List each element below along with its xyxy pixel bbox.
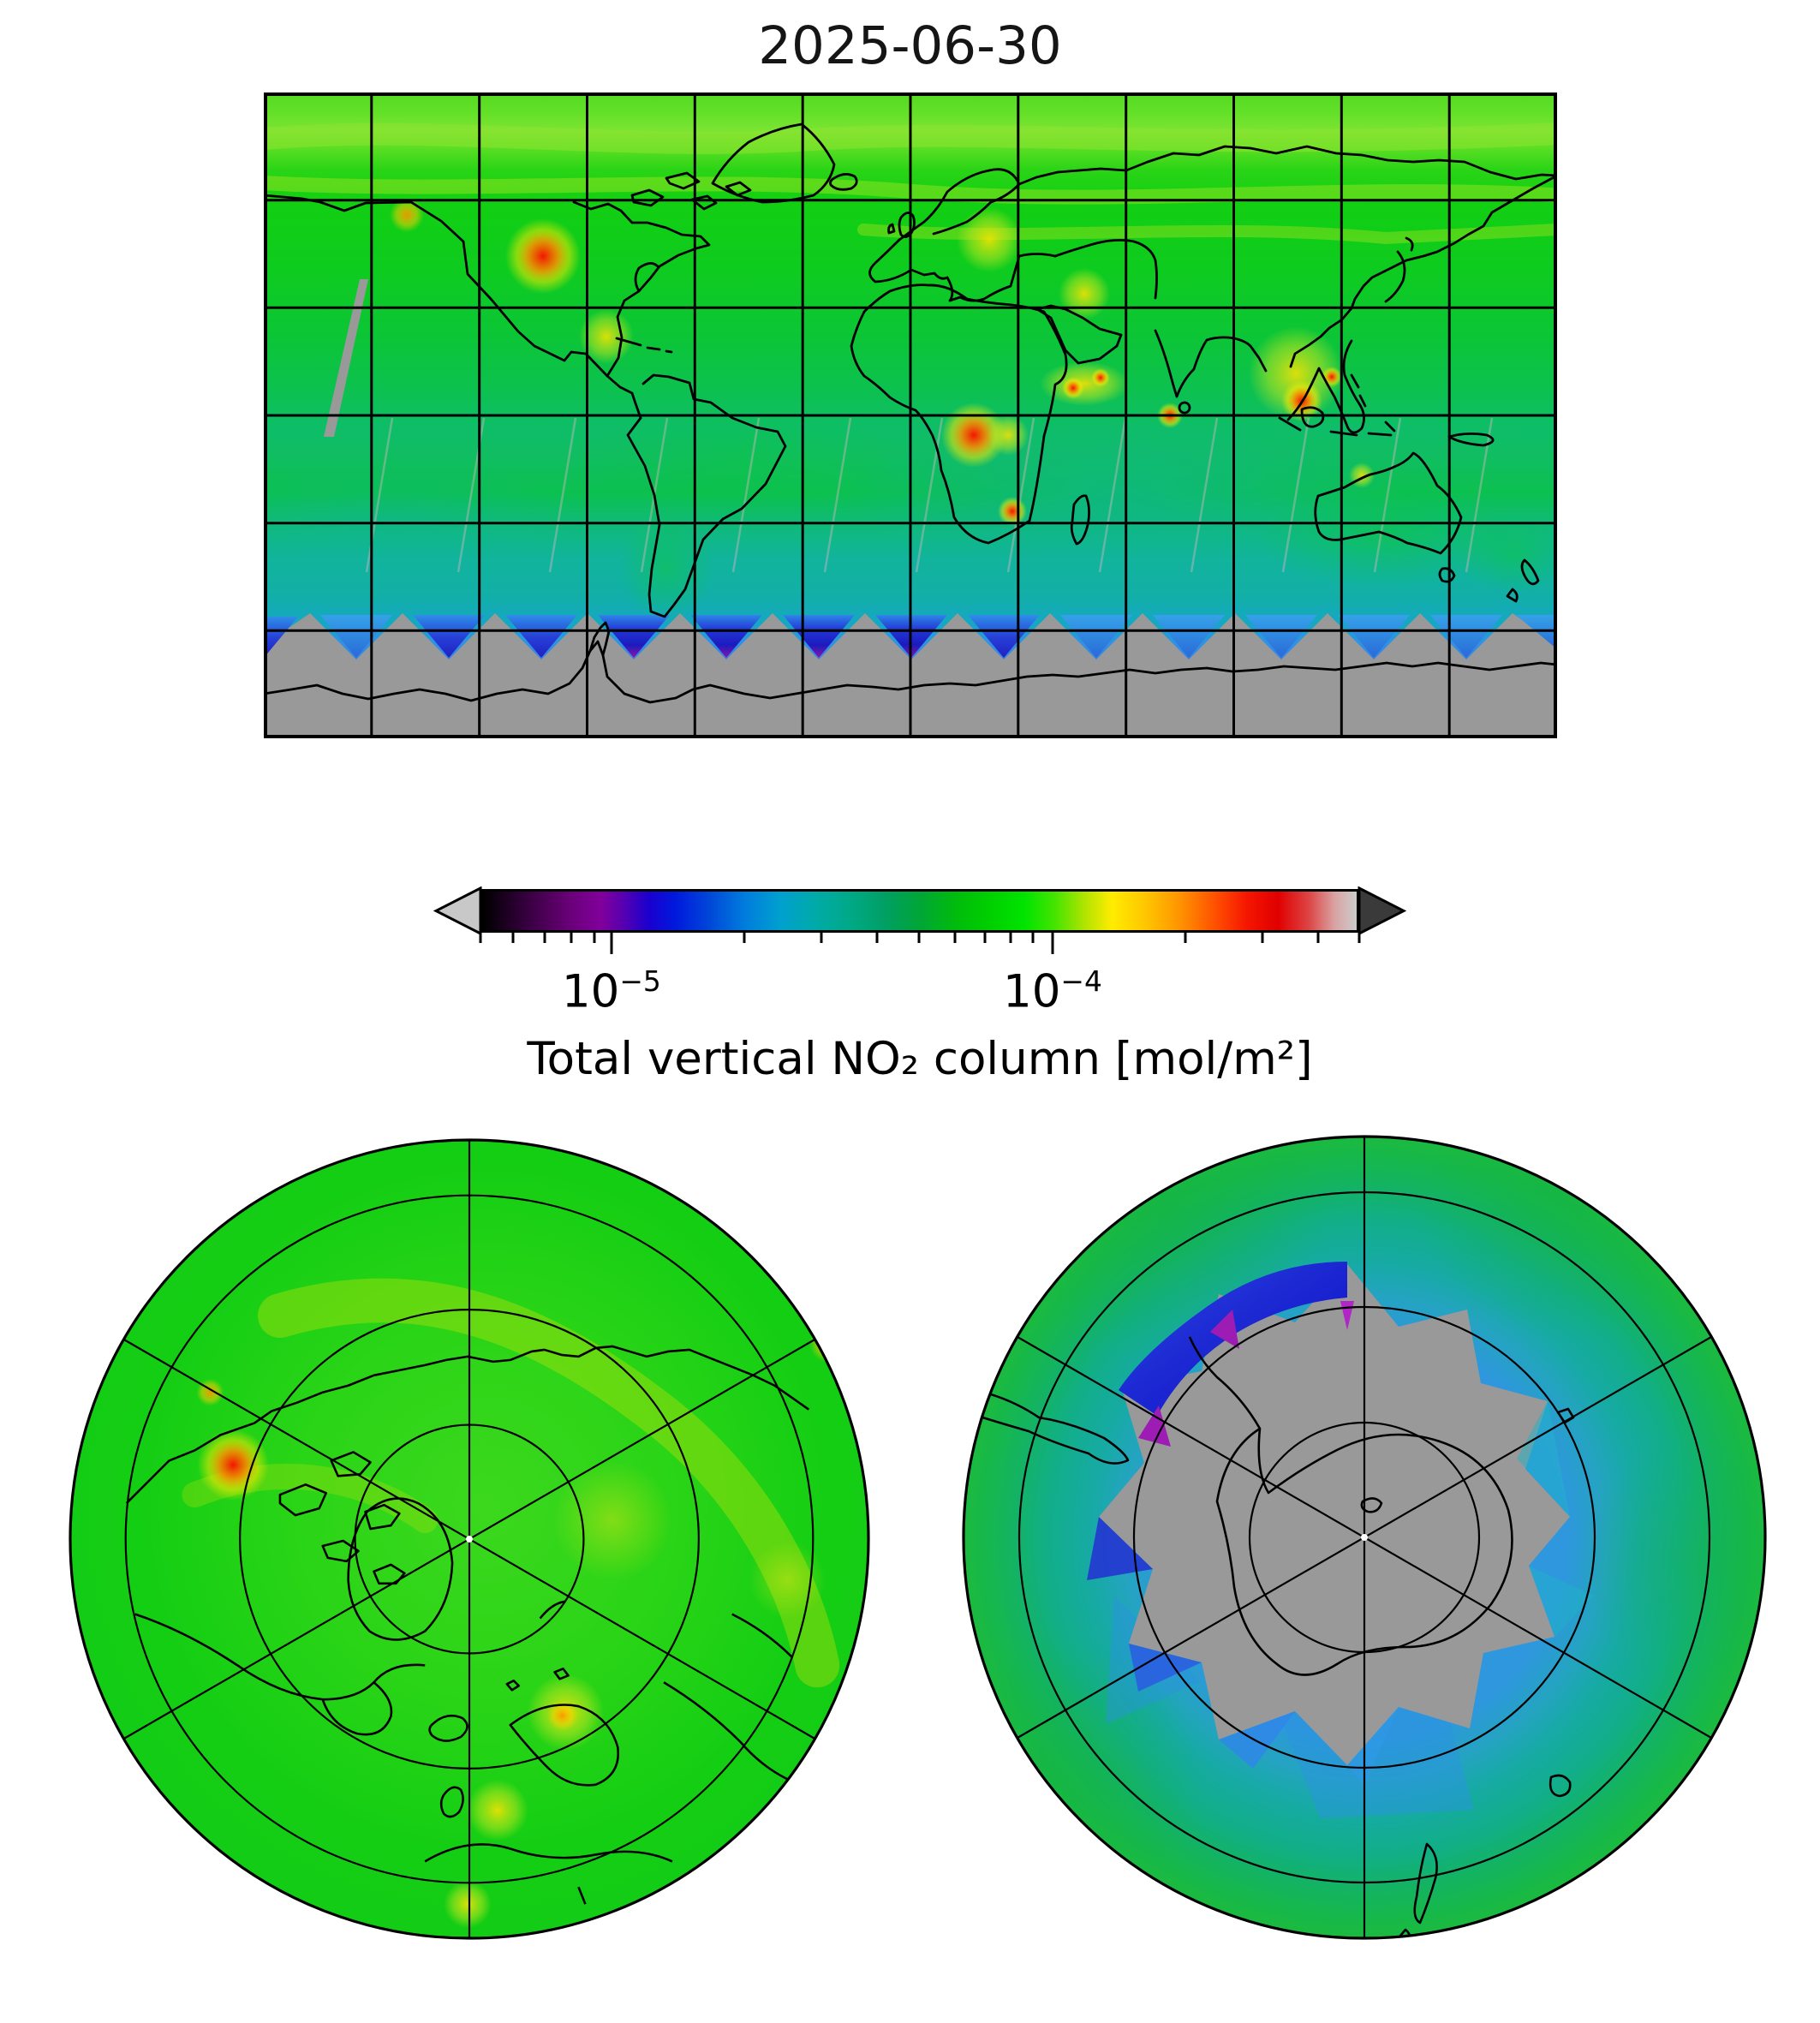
colorbar-tick: [511, 933, 515, 943]
colorbar-label: Total vertical NO₂ column [mol/m²]: [527, 1033, 1313, 1085]
colorbar-tick: [875, 933, 879, 943]
orbit-seam-lines: [365, 417, 1494, 573]
colorbar-tick: [743, 933, 746, 943]
colorbar-tick: [570, 933, 573, 943]
colorbar-tick: [1316, 933, 1320, 943]
south-polar-svg: [962, 1135, 1767, 1940]
colorbar-tick: [479, 933, 482, 943]
map-border: [264, 92, 1557, 738]
colorbar-tick-label-1e-5: 10−5: [561, 964, 661, 1018]
colorbar-tick: [1031, 933, 1035, 943]
south-polar-panel: [960, 1133, 1769, 1942]
colorbar-tick: [543, 933, 546, 943]
north-pole-dot: [466, 1536, 473, 1543]
north-polar-border: [69, 1138, 870, 1940]
south-polar-coastlines: [975, 1336, 1575, 1938]
colorbar-tick: [593, 933, 596, 943]
coastlines: [264, 122, 1557, 704]
colorbar-tick: [820, 933, 823, 943]
colorbar-tick: [983, 933, 987, 943]
south-polar-no-data: [1099, 1264, 1570, 1765]
north-polar-panel: [67, 1137, 872, 1942]
colorbar-over-arrow: [1358, 886, 1406, 935]
hotspots: [390, 198, 1375, 526]
colorbar-under-arrow: [433, 886, 482, 935]
figure-title: 2025-06-30: [758, 15, 1062, 76]
colorbar-tick: [953, 933, 957, 943]
colorbar-tick: [1009, 933, 1012, 943]
north-polar-graticule: [123, 1139, 815, 1939]
colorbar-gradient: [480, 889, 1359, 933]
north-polar-coastlines: [125, 1345, 810, 1905]
colorbar-tick: [1358, 933, 1361, 943]
global-map-svg: [264, 92, 1557, 738]
colorbar-ticks: [479, 933, 1361, 955]
colorbar-tick: [1184, 933, 1187, 943]
colorbar-tick: [1051, 933, 1054, 954]
orbit-gap-sliver: [324, 279, 368, 437]
colorbar-tick-label-1e-4: 10−4: [1002, 964, 1102, 1018]
south-polar-border: [962, 1135, 1767, 1940]
global-map-panel: [264, 92, 1557, 738]
south-pole-dot: [1361, 1534, 1368, 1541]
colorbar-tick: [610, 933, 613, 954]
north-polar-svg: [69, 1138, 870, 1940]
colorbar-tick: [1261, 933, 1264, 943]
colorbar-tick: [917, 933, 921, 943]
